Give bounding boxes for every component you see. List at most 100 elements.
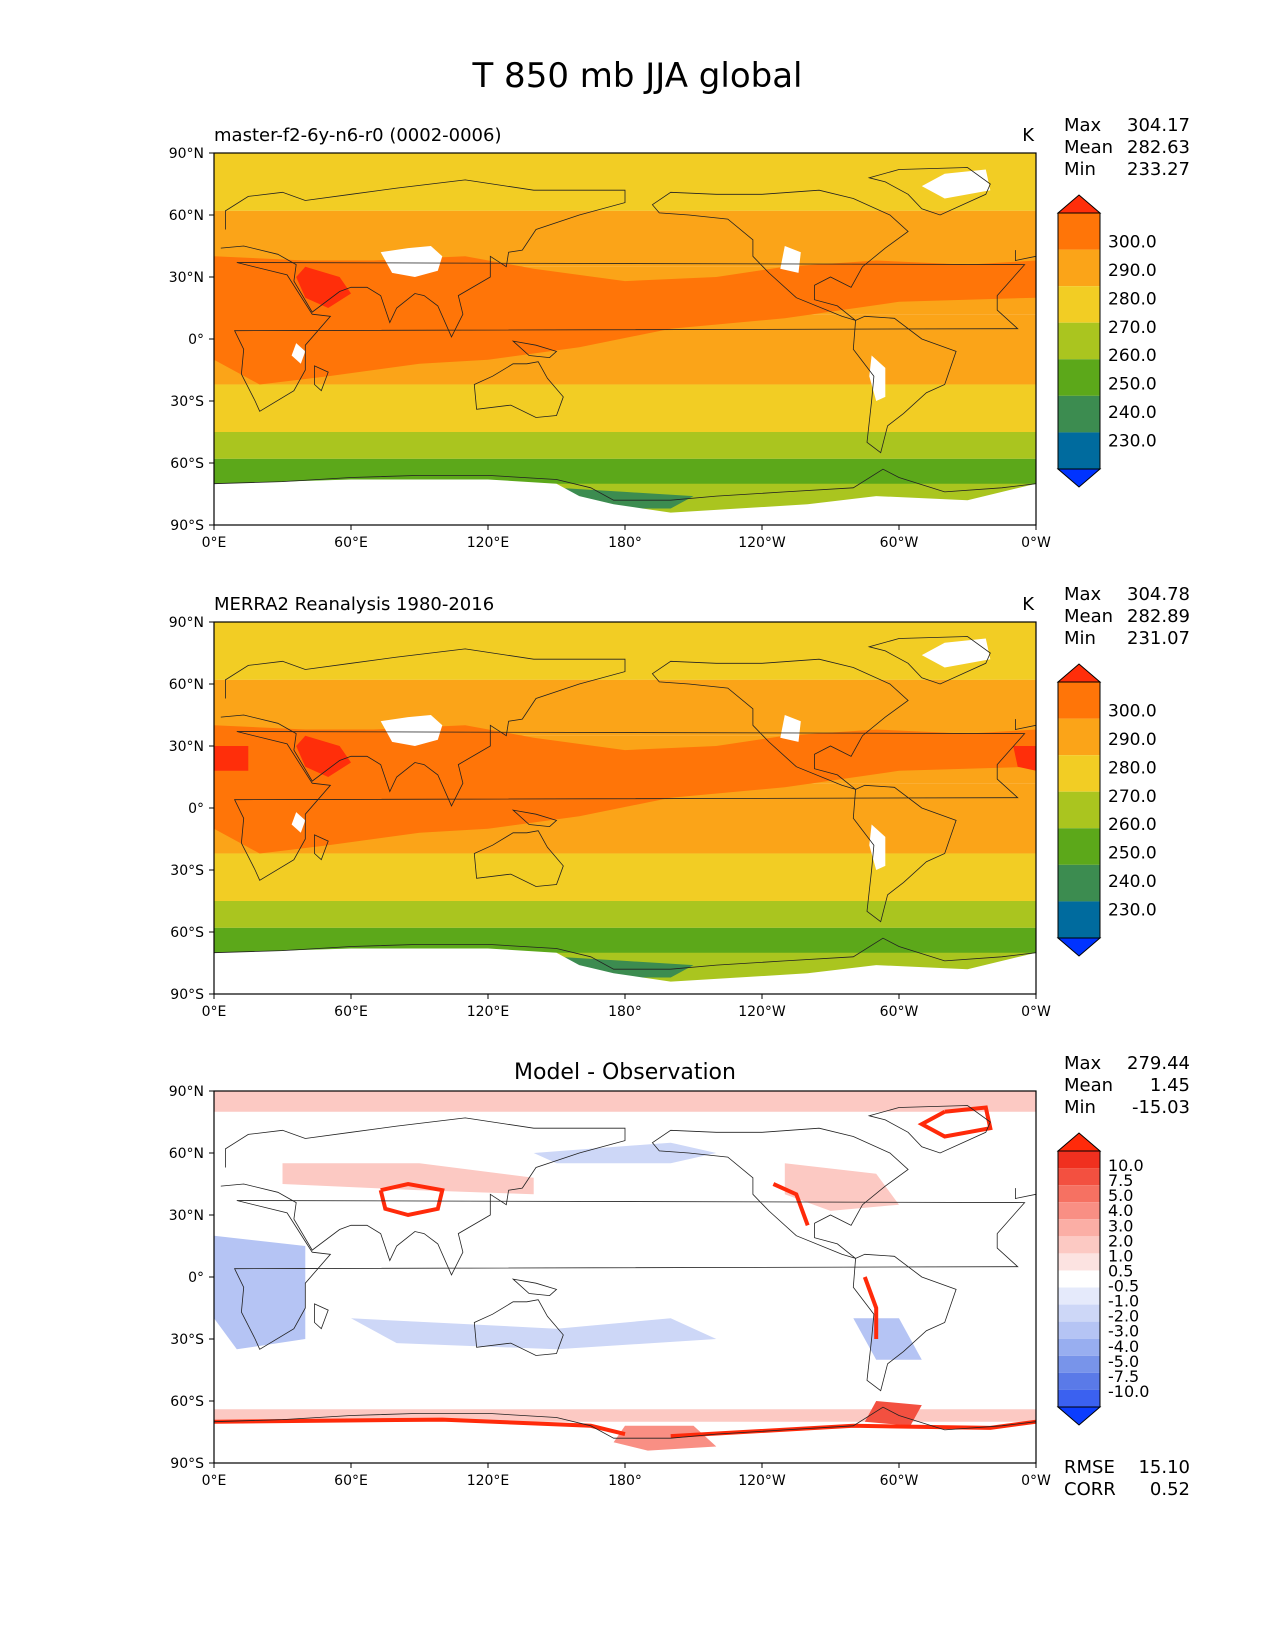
colorbar-label: 4.0 xyxy=(1108,1201,1133,1220)
stat-value: -15.03 xyxy=(1132,1097,1190,1118)
coastline-eurasia xyxy=(220,648,626,807)
stat-value: 282.89 xyxy=(1127,606,1190,627)
region-hot-subtropics xyxy=(214,256,1036,385)
stat-value: 1.45 xyxy=(1150,1075,1190,1096)
colorbar-label: -5.0 xyxy=(1108,1352,1139,1371)
lat-tick-label: 60°S xyxy=(170,456,204,472)
band-south-midlat xyxy=(214,384,1036,432)
coastline-antarctica xyxy=(214,468,1036,501)
lat-tick-label: 30°S xyxy=(170,863,204,879)
coastline-greenland xyxy=(867,1105,991,1154)
coastline-africa xyxy=(233,262,1026,412)
coastline-australia xyxy=(473,830,564,887)
coastline-madagascar xyxy=(314,834,329,861)
colorbar-segment xyxy=(1058,395,1100,433)
coastline-antarctica xyxy=(214,1406,1036,1439)
coastline-newguinea xyxy=(511,809,558,828)
coastline-africa xyxy=(233,1200,1026,1350)
colorbar-label: 270.0 xyxy=(1108,787,1157,807)
band-south-midlat xyxy=(214,853,1036,901)
coastline-greenland xyxy=(867,636,991,685)
units-label: K xyxy=(1022,594,1035,615)
stat-name: Max xyxy=(1064,584,1102,605)
coastline-newguinea xyxy=(511,340,558,359)
edge-tibet xyxy=(378,1181,445,1218)
stat-value: 304.17 xyxy=(1127,115,1190,136)
map-field xyxy=(214,1091,1036,1463)
lat-tick-label: 60°N xyxy=(169,677,204,693)
coastline-africa xyxy=(233,731,1026,881)
colorbar-extend-bottom xyxy=(1056,468,1102,488)
lon-tick-label: 120°E xyxy=(467,1004,510,1020)
stat-name: Min xyxy=(1064,159,1096,180)
map-panel-3: 90°N 60°N 30°N 0° 30°S 60°S 90°S0°E 60°E 120°E 18… xyxy=(169,1053,1190,1500)
colorbar-segment xyxy=(1058,322,1100,360)
colorbar-label: 300.0 xyxy=(1108,701,1157,721)
colorbar-label: 250.0 xyxy=(1108,375,1157,395)
colorbar-segment xyxy=(1058,1287,1100,1305)
lon-tick-label: 120°E xyxy=(467,535,510,551)
colorbar-label: -2.0 xyxy=(1108,1307,1139,1326)
diff-pacific-cool xyxy=(533,1142,717,1164)
coastline-eurasia xyxy=(220,179,626,338)
metric-name: CORR xyxy=(1064,1479,1116,1500)
missing-andes xyxy=(869,824,886,870)
missing-rockies xyxy=(780,715,801,742)
lat-tick-label: 90°N xyxy=(169,1084,204,1100)
lat-tick-label: 30°S xyxy=(170,394,204,410)
colorbar-segment xyxy=(1058,791,1100,829)
lon-tick-label: 0°E xyxy=(202,1473,227,1489)
stat-value: 304.78 xyxy=(1127,584,1190,605)
coastline-namerica xyxy=(651,1127,909,1259)
map-field xyxy=(214,153,1036,525)
lat-tick-label: 0° xyxy=(188,801,204,817)
colorbar-label: -7.5 xyxy=(1108,1367,1139,1386)
lon-tick-label: 180° xyxy=(608,535,642,551)
missing-tibet xyxy=(380,246,443,277)
colorbar-label: 0.5 xyxy=(1108,1261,1133,1280)
stat-value: 231.07 xyxy=(1127,628,1190,649)
colorbar-frame xyxy=(1057,1150,1101,1408)
coastline-samerica xyxy=(852,1253,957,1392)
colorbar-label: -10.0 xyxy=(1108,1382,1149,1401)
lon-tick-label: 0°W xyxy=(1021,1004,1051,1020)
lat-tick-label: 60°N xyxy=(169,1146,204,1162)
colorbar-label: 7.5 xyxy=(1108,1171,1133,1190)
colorbar-label: 240.0 xyxy=(1108,872,1157,892)
stat-name: Min xyxy=(1064,1097,1096,1118)
colorbar-label: 260.0 xyxy=(1108,346,1157,366)
stat-name: Max xyxy=(1064,115,1102,136)
diff-arctic-warm xyxy=(214,1091,1036,1112)
stat-name: Mean xyxy=(1064,137,1113,158)
lat-tick-label: 90°N xyxy=(169,146,204,162)
colorbar-label: 10.0 xyxy=(1108,1156,1144,1175)
lon-tick-label: 120°W xyxy=(738,1004,786,1020)
colorbar-extend-top xyxy=(1056,663,1102,683)
lat-tick-label: 30°N xyxy=(169,270,204,286)
metric-value: 0.52 xyxy=(1150,1479,1190,1500)
stat-value: 233.27 xyxy=(1127,159,1190,180)
edge-east-antarctica xyxy=(214,1417,626,1437)
colorbar-segment xyxy=(1058,1338,1100,1356)
panel-title: master-f2-6y-n6-r0 (0002-0006) xyxy=(214,125,501,146)
missing-antarctica xyxy=(214,948,1036,994)
colorbar-segment xyxy=(1058,1321,1100,1339)
colorbar-extend-bottom xyxy=(1056,937,1102,957)
colorbar-label: 240.0 xyxy=(1108,403,1157,423)
stat-name: Min xyxy=(1064,628,1096,649)
coastline-iberia xyxy=(1015,1188,1036,1199)
lon-tick-label: 0°E xyxy=(202,535,227,551)
colorbar-label: 290.0 xyxy=(1108,261,1157,281)
lon-tick-label: 60°W xyxy=(880,1473,919,1489)
lat-tick-label: 60°S xyxy=(170,1394,204,1410)
colorbar-frame xyxy=(1057,681,1101,939)
lon-tick-label: 180° xyxy=(608,1004,642,1020)
colorbar-extend-bottom xyxy=(1056,1406,1102,1426)
coastline-newguinea xyxy=(511,1278,558,1297)
colorbar-label: 270.0 xyxy=(1108,318,1157,338)
lon-tick-label: 60°E xyxy=(334,1004,368,1020)
colorbar-segment xyxy=(1058,901,1100,938)
figure-title: T 850 mb JJA global xyxy=(472,56,803,96)
lon-tick-label: 60°E xyxy=(334,1473,368,1489)
lat-tick-label: 90°N xyxy=(169,615,204,631)
